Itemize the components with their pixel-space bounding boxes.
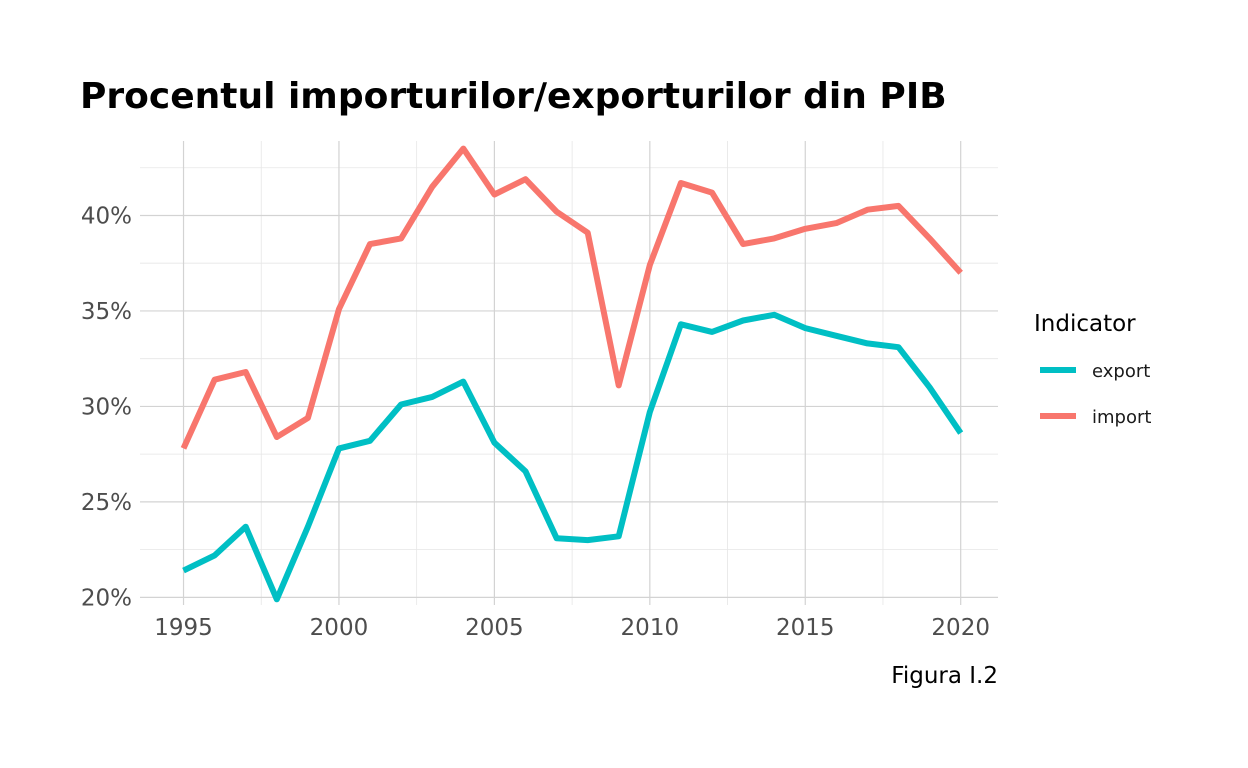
legend-title: Indicator bbox=[1034, 311, 1136, 337]
x-tick-label: 2000 bbox=[310, 615, 369, 641]
y-tick-label: 35% bbox=[81, 299, 132, 325]
chart-title: Procentul importurilor/exporturilor din … bbox=[80, 76, 947, 117]
legend: Indicator export import bbox=[1034, 311, 1151, 428]
chart-caption: Figura I.2 bbox=[891, 663, 998, 689]
x-tick-label: 2005 bbox=[465, 615, 524, 641]
x-tick-label: 2015 bbox=[776, 615, 835, 641]
y-tick-label: 25% bbox=[81, 490, 132, 516]
x-tick-label: 1995 bbox=[154, 615, 213, 641]
y-tick-label: 20% bbox=[81, 585, 132, 611]
x-tick-label: 2020 bbox=[931, 615, 990, 641]
y-tick-label: 40% bbox=[81, 203, 132, 229]
grid bbox=[140, 141, 998, 605]
y-tick-label: 30% bbox=[81, 394, 132, 420]
x-tick-label: 2010 bbox=[621, 615, 680, 641]
legend-label-import: import bbox=[1092, 407, 1151, 428]
x-axis-ticks: 1995 2000 2005 2010 2015 2020 bbox=[154, 615, 990, 641]
series-lines bbox=[180, 145, 964, 603]
y-axis-ticks: 20% 25% 30% 35% 40% bbox=[81, 203, 132, 611]
legend-label-export: export bbox=[1092, 361, 1150, 382]
series-line-export bbox=[182, 311, 964, 603]
series-line-import bbox=[180, 145, 963, 450]
